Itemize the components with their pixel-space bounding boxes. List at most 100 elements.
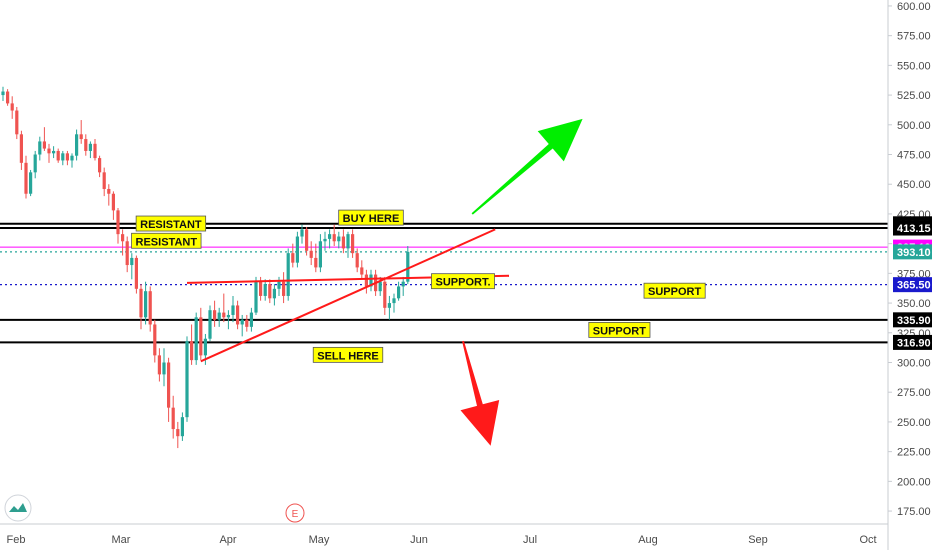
annotation-text: SUPPORT — [648, 286, 701, 298]
candle — [19, 130, 23, 170]
candle — [47, 143, 51, 163]
candle — [148, 286, 152, 332]
y-tick-label: 600.00 — [897, 1, 931, 13]
candle — [328, 229, 332, 249]
candle — [70, 153, 74, 168]
x-tick-label: Apr — [219, 534, 236, 546]
candle — [208, 305, 212, 342]
y-tick-label: 450.00 — [897, 179, 931, 191]
price-tag-text: 335.90 — [897, 315, 931, 327]
candle — [199, 307, 203, 361]
candle — [56, 148, 60, 163]
candle — [249, 307, 253, 332]
candle — [111, 191, 115, 220]
price-tag-text: 316.90 — [897, 337, 931, 349]
candle — [102, 167, 106, 197]
candle — [222, 293, 226, 323]
candle — [323, 231, 327, 251]
candle — [24, 155, 28, 199]
annotation-label[interactable]: RESISTANT — [135, 215, 207, 232]
annotation-text: SUPPORT. — [435, 277, 490, 289]
annotation-label[interactable]: SUPPORT — [588, 322, 651, 338]
x-tick-label: Sep — [748, 534, 768, 546]
x-tick-label: Feb — [7, 534, 26, 546]
candlestick-series — [1, 86, 410, 449]
trendline — [200, 228, 496, 363]
annotation-label[interactable]: RESISTANT — [131, 232, 202, 249]
price-tag-text: 413.15 — [897, 223, 931, 235]
candle — [291, 243, 295, 268]
candle — [240, 314, 244, 337]
candle — [176, 421, 180, 449]
candle — [286, 248, 290, 301]
candle — [194, 312, 198, 365]
candle — [10, 96, 14, 119]
candle — [190, 324, 194, 365]
tradingview-logo-icon[interactable] — [4, 494, 32, 522]
x-tick-label: May — [309, 534, 330, 546]
candle — [217, 307, 221, 327]
price-tag: 393.10 — [893, 244, 932, 260]
candle — [397, 281, 401, 301]
candle — [309, 241, 313, 266]
price-tag: 316.90 — [893, 334, 932, 350]
arrow-down-icon — [460, 340, 500, 446]
candle — [116, 207, 120, 244]
y-tick-label: 300.00 — [897, 358, 931, 370]
y-tick-label: 275.00 — [897, 387, 931, 399]
candle — [282, 272, 286, 304]
candle — [157, 348, 161, 382]
earnings-event-marker[interactable]: E — [285, 503, 305, 523]
candle — [360, 260, 364, 280]
y-tick-label: 475.00 — [897, 150, 931, 162]
candle — [61, 150, 65, 166]
candle — [401, 276, 405, 296]
y-tick-label: 350.00 — [897, 298, 931, 310]
annotation-text: RESISTANT — [140, 219, 202, 231]
candle — [121, 229, 125, 256]
candle — [392, 293, 396, 313]
price-tag: 413.15 — [893, 220, 932, 236]
annotation-text: RESISTANT — [136, 236, 198, 248]
y-tick-label: 500.00 — [897, 120, 931, 132]
annotation-label[interactable]: SUPPORT. — [431, 273, 495, 290]
candle — [254, 276, 258, 315]
candle — [231, 295, 235, 323]
x-tick-label: Jun — [410, 534, 428, 546]
arrow-up-icon — [471, 118, 583, 215]
x-tick-label: Jul — [523, 534, 537, 546]
price-tag-text: 393.10 — [897, 247, 931, 259]
price-tag: 335.90 — [893, 312, 932, 328]
svg-text:E: E — [292, 509, 299, 520]
candle — [236, 300, 240, 330]
annotation-label[interactable]: SELL HERE — [312, 346, 384, 363]
candle — [387, 295, 391, 320]
annotation-label[interactable]: BUY HERE — [338, 209, 404, 226]
candle — [318, 234, 322, 273]
candle — [139, 284, 143, 330]
candle — [134, 255, 138, 294]
candle — [84, 134, 88, 156]
candle — [341, 229, 345, 254]
candle — [125, 236, 129, 273]
candle — [351, 229, 355, 258]
candle — [29, 169, 33, 197]
time-axis[interactable]: Feb Mar Apr May Jun Jul Aug Sep Oct — [0, 523, 888, 546]
candle — [346, 231, 350, 258]
candle — [226, 310, 230, 330]
annotation-label[interactable]: SUPPORT — [643, 282, 706, 299]
candle — [15, 106, 19, 140]
candle — [355, 248, 359, 273]
candle — [272, 284, 276, 306]
price-tag-text: 365.50 — [897, 280, 931, 292]
candle — [364, 269, 368, 294]
candle — [153, 319, 157, 363]
candle — [268, 279, 272, 304]
annotations: RESISTANT RESISTANT BUY HERE SUPPORT. SUPPOR… — [131, 209, 706, 363]
candle — [88, 141, 92, 159]
candle — [383, 276, 387, 315]
candle — [369, 269, 373, 292]
candle — [93, 139, 97, 161]
candle — [305, 227, 309, 256]
